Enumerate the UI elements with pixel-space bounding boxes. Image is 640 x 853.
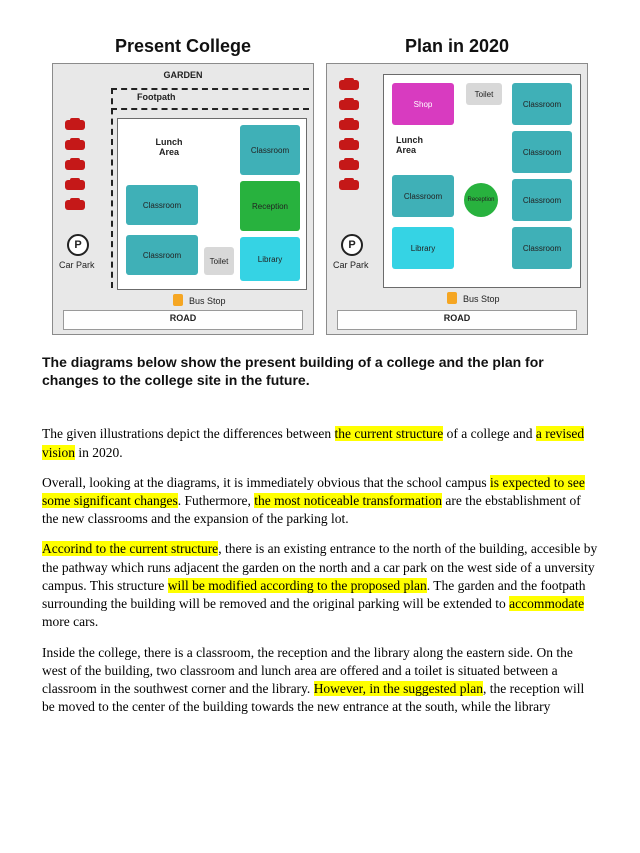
car-icon	[339, 180, 359, 190]
footpath-label: Footpath	[137, 92, 176, 102]
car-icon	[339, 140, 359, 150]
building-right: Shop Toilet Lunch Area Classroom Library…	[383, 74, 581, 288]
classroom-r4: Classroom	[512, 227, 572, 269]
highlight: the most noticeable transformation	[254, 493, 442, 508]
road-bar: ROAD	[337, 310, 577, 330]
car-park-label: Car Park	[59, 260, 95, 270]
bus-stop-label: Bus Stop	[189, 296, 226, 306]
classroom-bl: Classroom	[392, 175, 454, 217]
plan-2020-title: Plan in 2020	[405, 36, 509, 57]
car-icon	[65, 140, 85, 150]
lunch-area-label-right: Lunch Area	[396, 135, 423, 155]
paragraph-3: Accorind to the current structure, there…	[42, 540, 598, 631]
bus-stop-label: Bus Stop	[463, 294, 500, 304]
document-page: Present College GARDEN Footpath Lunch Ar…	[0, 0, 640, 748]
paragraph-4: Inside the college, there is a classroom…	[42, 644, 598, 717]
reception-right: Reception	[464, 183, 498, 217]
road-bar: ROAD	[63, 310, 303, 330]
toilet-right: Toilet	[466, 83, 502, 105]
highlight: the current structure	[335, 426, 444, 441]
present-college-diagram: GARDEN Footpath Lunch Area Classroom Cla…	[52, 63, 314, 335]
bus-stop-icon	[173, 294, 183, 306]
plan-2020-diagram: Shop Toilet Lunch Area Classroom Library…	[326, 63, 588, 335]
parking-icon: P	[67, 234, 89, 256]
present-college-column: Present College GARDEN Footpath Lunch Ar…	[52, 36, 314, 335]
car-icon	[339, 100, 359, 110]
library-right: Library	[392, 227, 454, 269]
toilet-left: Toilet	[204, 247, 234, 275]
classroom-left-bot: Classroom	[126, 235, 198, 275]
lunch-area-label: Lunch Area	[144, 137, 194, 157]
paragraph-1: The given illustrations depict the diffe…	[42, 425, 598, 461]
car-icon	[65, 180, 85, 190]
garden-label: GARDEN	[53, 70, 313, 80]
car-icon	[339, 120, 359, 130]
footpath-line-bot	[111, 108, 309, 110]
highlight: However, in the suggested plan	[314, 681, 483, 696]
shop: Shop	[392, 83, 454, 125]
plan-2020-column: Plan in 2020 Shop Toilet Lunch Area Clas…	[326, 36, 588, 335]
diagrams-container: Present College GARDEN Footpath Lunch Ar…	[42, 36, 598, 335]
highlight: accommodate	[509, 596, 584, 611]
car-icon	[65, 200, 85, 210]
library-left: Library	[240, 237, 300, 281]
classroom-r1: Classroom	[512, 83, 572, 125]
parking-icon: P	[341, 234, 363, 256]
reception-left: Reception	[240, 181, 300, 231]
paragraph-2: Overall, looking at the diagrams, it is …	[42, 474, 598, 529]
highlight: Accorind to the current structure	[42, 541, 218, 556]
classroom-left-top: Classroom	[126, 185, 198, 225]
bus-stop-icon	[447, 292, 457, 304]
question-text: The diagrams below show the present buil…	[42, 353, 598, 389]
path-divider	[111, 88, 113, 288]
classroom-right: Classroom	[240, 125, 300, 175]
footpath-line-top	[111, 88, 309, 90]
car-park-label: Car Park	[333, 260, 369, 270]
car-icon	[339, 160, 359, 170]
classroom-r2: Classroom	[512, 131, 572, 173]
present-college-title: Present College	[115, 36, 251, 57]
classroom-r3: Classroom	[512, 179, 572, 221]
car-icon	[65, 120, 85, 130]
car-icon	[65, 160, 85, 170]
car-icon	[339, 80, 359, 90]
highlight: will be modified according to the propos…	[168, 578, 427, 593]
building-left: Lunch Area Classroom Classroom Toilet Cl…	[117, 118, 307, 290]
